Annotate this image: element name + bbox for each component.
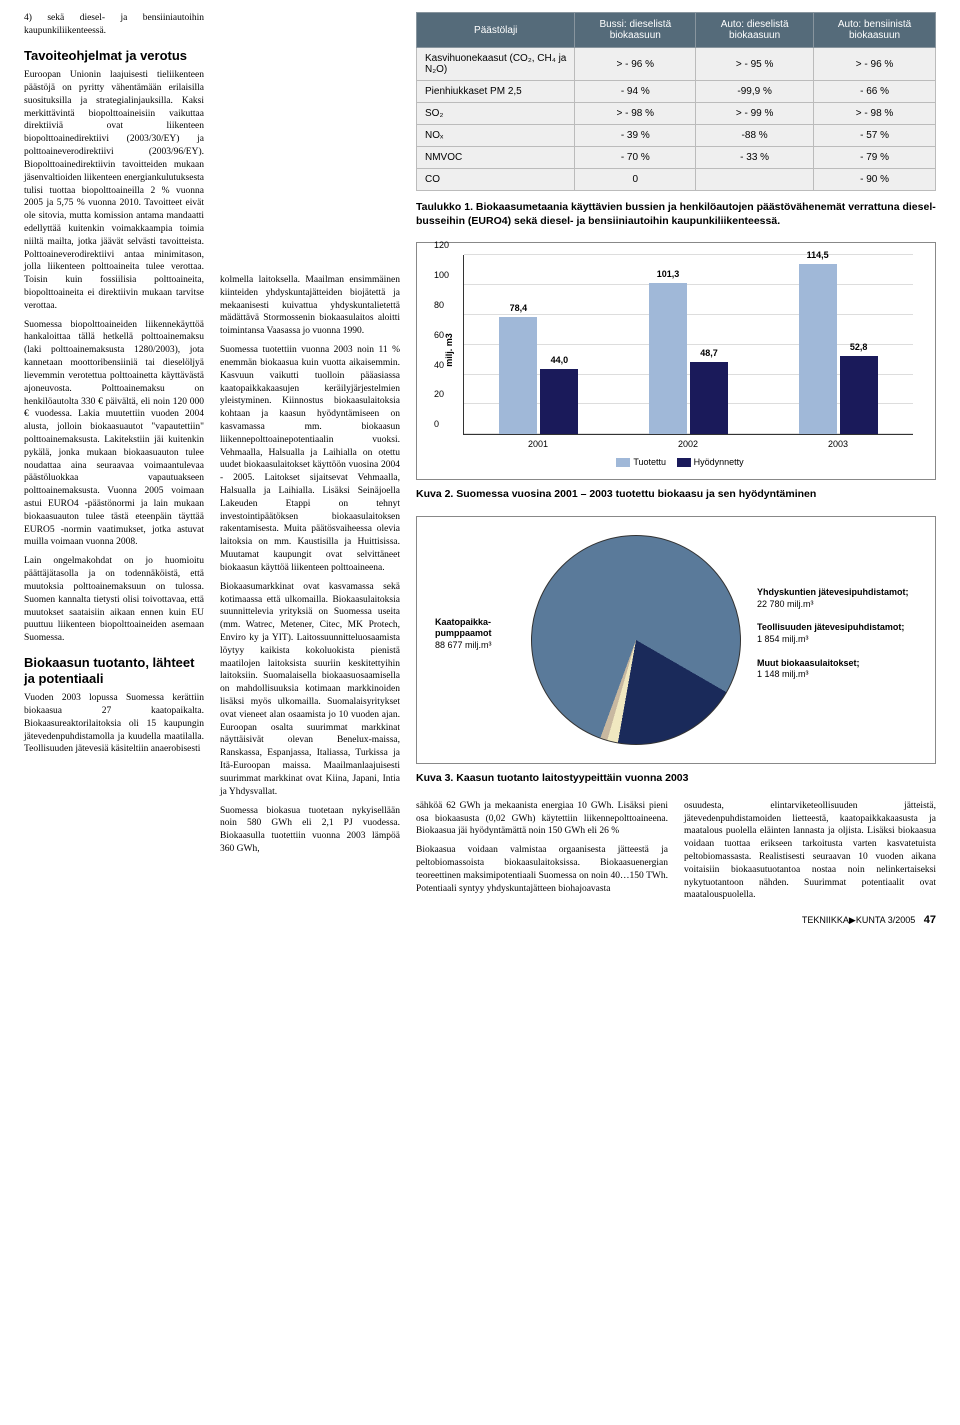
table-cell: > - 98 % — [575, 103, 696, 125]
table-cell: > - 96 % — [575, 48, 696, 81]
table-cell: - 66 % — [814, 81, 936, 103]
table-cell: > - 95 % — [696, 48, 814, 81]
magazine-name: TEKNIIKKA▶KUNTA — [802, 915, 885, 925]
bottom-text-columns: sähköä 62 GWh ja mekaanista energiaa 10 … — [416, 800, 936, 903]
table-cell: -99,9 % — [696, 81, 814, 103]
table-cell: 0 — [575, 169, 696, 191]
body-para: Biokaasua voidaan valmistaa orgaanisesta… — [416, 844, 668, 895]
table-cell: - 33 % — [696, 147, 814, 169]
table-cell — [696, 169, 814, 191]
table-cell: > - 98 % — [814, 103, 936, 125]
body-para: Euroopan Unionin laajuisesti tieliikente… — [24, 69, 204, 312]
body-para: Vuoden 2003 lopussa Suomessa kerättiin b… — [24, 692, 204, 756]
page-footer: TEKNIIKKA▶KUNTA 3/2005 47 — [0, 910, 960, 936]
section-heading-2: Biokaasun tuotanto, lähteet ja potentiaa… — [24, 655, 204, 686]
pie-label: Muut biokaasulaitokset;1 148 milj.m³ — [757, 658, 909, 681]
x-axis-label: 2003 — [828, 439, 848, 449]
table-cell: - 70 % — [575, 147, 696, 169]
y-axis-label: milj. m3 — [444, 333, 454, 367]
page-number: 47 — [924, 914, 936, 926]
legend-item: Hyödynnetty — [694, 457, 744, 467]
table-header: Päästölaji — [417, 13, 575, 48]
table-cell: SO₂ — [417, 103, 575, 125]
pie-label: Yhdyskuntien jätevesipuhdistamot;22 780 … — [757, 587, 909, 610]
emissions-table: PäästölajiBussi: dieselistä biokaasuunAu… — [416, 12, 936, 191]
bar: 78,4 — [499, 317, 537, 434]
table-header: Auto: dieselistä biokaasuun — [696, 13, 814, 48]
bar: 101,3 — [649, 283, 687, 434]
table-caption: Taulukko 1. Biokaasumetaania käyttävien … — [416, 201, 936, 228]
pie-label: Kaatopaikka-pumppaamot88 677 milj.m³ — [435, 617, 515, 652]
table-cell: - 94 % — [575, 81, 696, 103]
legend-item: Tuotettu — [633, 457, 666, 467]
issue-number: 3/2005 — [888, 915, 916, 925]
table-cell: NOₓ — [417, 125, 575, 147]
figure-3-caption: Kuva 3. Kaasun tuotanto laitostyypeittäi… — [416, 772, 936, 786]
pie-chart: Kaatopaikka-pumppaamot88 677 milj.m³ Yhd… — [416, 516, 936, 764]
body-para: osuudesta, elintarviketeollisuuden jätte… — [684, 800, 936, 903]
body-para: Lain ongelmakohdat on jo huomioitu päätt… — [24, 555, 204, 645]
table-header: Bussi: dieselistä biokaasuun — [575, 13, 696, 48]
table-cell: - 57 % — [814, 125, 936, 147]
body-para: sähköä 62 GWh ja mekaanista energiaa 10 … — [416, 800, 668, 838]
body-para: kolmella laitoksella. Maailman ensimmäin… — [220, 274, 400, 338]
table-cell: - 79 % — [814, 147, 936, 169]
table-header: Auto: bensiinistä biokaasuun — [814, 13, 936, 48]
chart-legend: Tuotettu Hyödynnetty — [429, 457, 923, 467]
body-para: Suomessa biokasua tuotetaan nykyisellään… — [220, 805, 400, 856]
pie-graphic — [531, 535, 741, 745]
bar: 114,5 — [799, 264, 837, 435]
table-cell: Kasvihuonekaasut (CO₂, CH₄ ja N₂O) — [417, 48, 575, 81]
middle-column: kolmella laitoksella. Maailman ensimmäin… — [220, 12, 400, 902]
bar-chart: milj. m3 02040608010012078,444,0101,348,… — [416, 242, 936, 480]
body-para: Biokaasumarkkinat ovat kasvamassa sekä k… — [220, 581, 400, 799]
x-axis-label: 2001 — [528, 439, 548, 449]
x-axis-label: 2002 — [678, 439, 698, 449]
section-heading-1: Tavoiteohjelmat ja verotus — [24, 48, 204, 64]
table-cell: NMVOC — [417, 147, 575, 169]
table-cell: -88 % — [696, 125, 814, 147]
bar: 52,8 — [840, 356, 878, 435]
left-column: 4) sekä diesel- ja bensiiniautoihin kaup… — [24, 12, 204, 902]
figure-2-caption: Kuva 2. Suomessa vuosina 2001 – 2003 tuo… — [416, 488, 936, 502]
intro-text: 4) sekä diesel- ja bensiiniautoihin kaup… — [24, 12, 204, 38]
table-cell: - 90 % — [814, 169, 936, 191]
body-para: Suomessa tuotettiin vuonna 2003 noin 11 … — [220, 344, 400, 575]
bar: 48,7 — [690, 362, 728, 435]
table-cell: > - 96 % — [814, 48, 936, 81]
table-cell: CO — [417, 169, 575, 191]
pie-label: Teollisuuden jätevesipuhdistamot;1 854 m… — [757, 622, 909, 645]
body-para: Suomessa biopolttoaineiden liikennekäytt… — [24, 319, 204, 550]
table-cell: > - 99 % — [696, 103, 814, 125]
right-column: PäästölajiBussi: dieselistä biokaasuunAu… — [416, 12, 936, 902]
bar: 44,0 — [540, 369, 578, 435]
table-cell: - 39 % — [575, 125, 696, 147]
table-cell: Pienhiukkaset PM 2,5 — [417, 81, 575, 103]
